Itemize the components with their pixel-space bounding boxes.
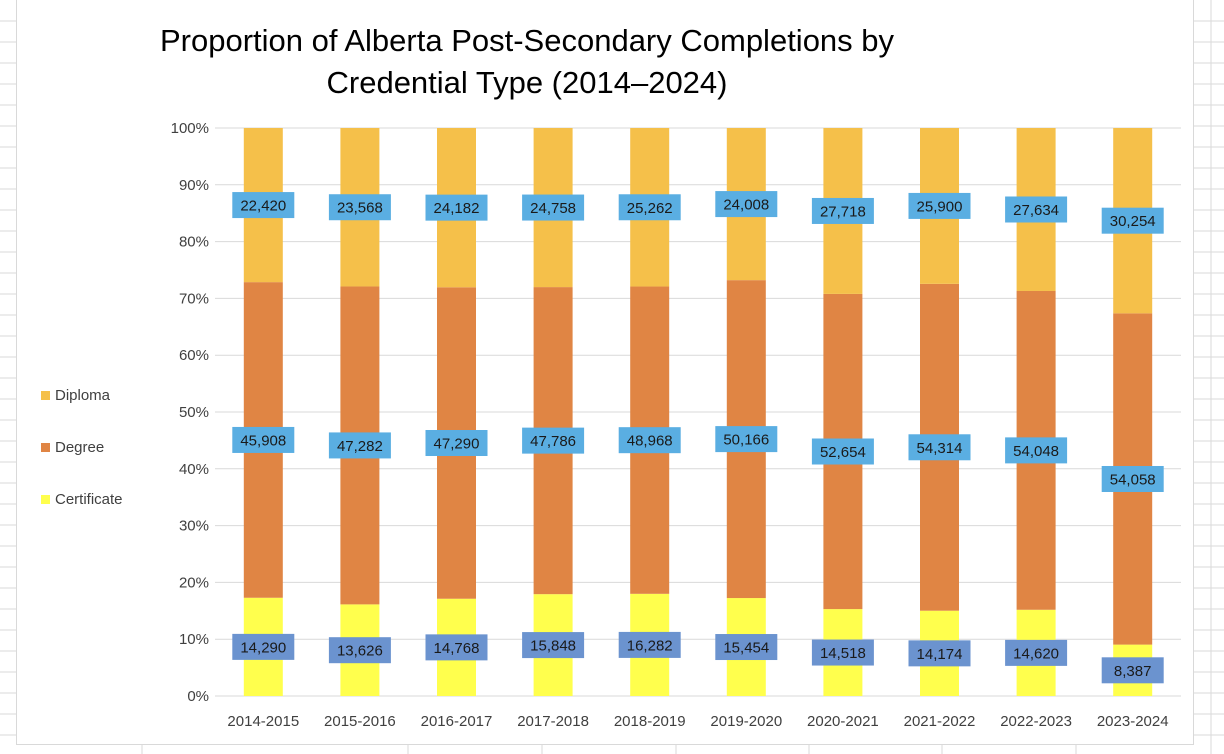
data-label: 15,454 (723, 640, 769, 657)
data-label: 27,634 (1013, 202, 1059, 219)
data-label-box (1005, 196, 1068, 223)
legend-item-certificate: Certificate (41, 490, 181, 510)
chart-area: Proportion of Alberta Post-Secondary Com… (16, 0, 1194, 745)
legend-swatch-certificate (41, 495, 50, 504)
data-label-box (328, 432, 391, 459)
data-label: 16,282 (627, 637, 673, 654)
data-label-box (1005, 437, 1068, 464)
x-tick-label: 2016-2017 (421, 713, 493, 730)
chart-title-line-1: Proportion of Alberta Post-Secondary Com… (159, 23, 895, 58)
data-label-box (1101, 207, 1164, 234)
x-tick-label: 2018-2019 (614, 713, 686, 730)
data-label-box (618, 631, 681, 658)
y-tick-label: 60% (179, 347, 209, 364)
y-tick-label: 90% (179, 177, 209, 194)
x-tick-label: 2015-2016 (324, 713, 396, 730)
data-label-box (328, 194, 391, 221)
data-label-box (715, 634, 778, 661)
legend-item-degree: Degree (41, 438, 181, 458)
data-label-box (1101, 657, 1164, 684)
data-label: 15,848 (530, 638, 576, 655)
data-label: 54,058 (1110, 471, 1156, 488)
data-label: 54,314 (917, 440, 963, 457)
x-tick-label: 2021-2022 (904, 713, 976, 730)
data-label: 14,620 (1013, 645, 1059, 662)
legend-label-certificate: Certificate (55, 491, 123, 508)
data-label: 30,254 (1110, 213, 1156, 230)
data-label-box (522, 194, 585, 221)
data-label: 25,900 (917, 198, 963, 215)
x-tick-label: 2014-2015 (227, 713, 299, 730)
data-label: 14,174 (917, 646, 963, 663)
data-label-box (715, 426, 778, 453)
data-label: 8,387 (1114, 663, 1152, 680)
data-label-box (811, 438, 874, 465)
data-label: 23,568 (337, 200, 383, 217)
y-tick-label: 100% (171, 120, 209, 137)
data-label-box (522, 427, 585, 454)
data-label: 27,718 (820, 203, 866, 220)
data-label-box (1005, 639, 1068, 666)
data-label: 54,048 (1013, 443, 1059, 460)
data-label-box (425, 430, 488, 457)
data-label: 13,626 (337, 643, 383, 660)
data-label-box (425, 194, 488, 221)
data-label: 45,908 (240, 432, 286, 449)
legend-swatch-diploma (41, 391, 50, 400)
data-label-box (908, 192, 971, 219)
x-tick-label: 2020-2021 (807, 713, 879, 730)
data-label-box (425, 634, 488, 661)
legend-item-diploma: Diploma (41, 386, 181, 406)
data-label-box (522, 632, 585, 659)
data-label-box (1101, 465, 1164, 492)
data-label: 47,282 (337, 438, 383, 455)
x-tick-label: 2019-2020 (710, 713, 782, 730)
y-tick-label: 30% (179, 518, 209, 535)
chart-title-line-2: Credential Type (2014–2024) (326, 65, 728, 100)
data-label-box (618, 194, 681, 221)
data-label: 47,786 (530, 433, 576, 450)
data-label: 25,262 (627, 200, 673, 217)
legend-label-degree: Degree (55, 439, 105, 456)
data-label: 47,290 (434, 436, 480, 453)
data-label: 14,290 (240, 639, 286, 656)
data-label: 24,182 (434, 200, 480, 217)
legend-swatch-degree (41, 443, 50, 452)
data-label: 24,008 (723, 197, 769, 214)
data-label: 52,654 (820, 444, 866, 461)
y-tick-label: 40% (179, 461, 209, 478)
data-label: 14,518 (820, 645, 866, 662)
chart-title: Proportion of Alberta Post-Secondary Com… (37, 20, 1017, 104)
data-label: 22,420 (240, 198, 286, 215)
data-label-box (811, 639, 874, 666)
stacked-bar-chart: 0% 10% 20% 30% 40% 50% 60% 70% 80% 90% 100% 14,290 4… (171, 120, 1181, 730)
y-tick-label: 10% (179, 631, 209, 648)
data-label-box (232, 192, 295, 219)
data-label-box (232, 426, 295, 453)
x-tick-label: 2023-2024 (1097, 713, 1169, 730)
y-tick-label: 20% (179, 574, 209, 591)
data-label: 14,768 (434, 640, 480, 657)
data-label-box (232, 633, 295, 660)
x-tick-label: 2022-2023 (1000, 713, 1072, 730)
data-label-box (908, 640, 971, 667)
y-tick-label: 0% (187, 688, 209, 705)
data-label-box (811, 197, 874, 224)
data-label: 24,758 (530, 200, 576, 217)
data-label-box (715, 191, 778, 218)
data-label: 50,166 (723, 432, 769, 449)
y-tick-label: 70% (179, 290, 209, 307)
y-tick-label: 50% (179, 404, 209, 421)
data-label-box (908, 434, 971, 461)
legend-label-diploma: Diploma (55, 387, 111, 404)
data-label-box (328, 637, 391, 664)
data-label-box (618, 427, 681, 454)
y-tick-label: 80% (179, 234, 209, 251)
data-label: 48,968 (627, 433, 673, 450)
x-tick-label: 2017-2018 (517, 713, 589, 730)
